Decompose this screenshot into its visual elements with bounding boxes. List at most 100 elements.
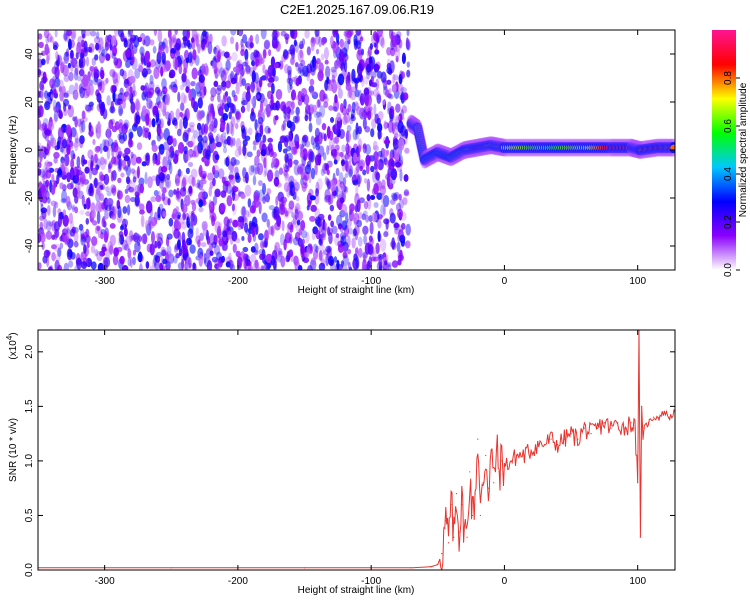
noise-speckle: [331, 69, 338, 79]
noise-speckle: [183, 94, 188, 104]
snr-data-point: [493, 482, 495, 484]
noise-speckle: [277, 140, 283, 153]
noise-speckle: [62, 228, 69, 236]
noise-speckle: [370, 34, 376, 45]
noise-speckle: [209, 120, 216, 132]
snr-data-point: [663, 411, 665, 413]
noise-speckle: [404, 135, 408, 145]
noise-speckle: [332, 150, 337, 161]
noise-speckle: [386, 262, 392, 268]
noise-speckle: [285, 36, 289, 45]
noise-speckle: [84, 30, 91, 37]
noise-speckle: [46, 220, 52, 232]
noise-speckle: [64, 51, 69, 57]
noise-speckle: [92, 220, 98, 226]
noise-speckle: [252, 175, 257, 186]
noise-speckle: [369, 90, 375, 96]
noise-speckle: [175, 253, 180, 259]
noise-speckle: [134, 199, 141, 208]
noise-speckle: [232, 137, 236, 147]
snr-x-tick-label: 100: [629, 576, 646, 587]
noise-speckle: [315, 229, 321, 240]
noise-speckle: [191, 67, 198, 80]
noise-speckle: [38, 233, 42, 244]
noise-speckle: [105, 186, 110, 193]
noise-speckle: [117, 205, 122, 219]
snr-y-tick-label: 1.5: [24, 399, 35, 413]
noise-speckle: [260, 148, 267, 157]
noise-speckle: [180, 92, 186, 105]
noise-speckle: [384, 260, 388, 266]
noise-speckle: [406, 61, 411, 68]
noise-speckle: [73, 166, 78, 177]
noise-speckle: [153, 189, 159, 197]
noise-speckle: [321, 232, 325, 239]
noise-speckle: [232, 194, 239, 202]
snr-data-point: [453, 536, 455, 538]
noise-speckle: [142, 125, 146, 138]
noise-speckle: [292, 236, 300, 246]
noise-speckle: [118, 158, 122, 171]
noise-speckle: [251, 60, 256, 67]
noise-speckle: [130, 151, 134, 159]
noise-speckle: [248, 220, 253, 228]
noise-speckle: [238, 145, 242, 156]
noise-speckle: [333, 256, 338, 263]
noise-speckle: [94, 249, 99, 257]
snr-data-point: [517, 454, 519, 457]
noise-speckle: [183, 145, 188, 155]
noise-speckle: [342, 255, 349, 266]
noise-speckle: [283, 110, 287, 120]
noise-speckle: [43, 90, 49, 99]
noise-speckle: [234, 122, 239, 130]
noise-speckle: [318, 145, 325, 158]
snr-data-point: [463, 525, 466, 527]
noise-speckle: [317, 177, 323, 190]
noise-speckle: [252, 145, 257, 151]
noise-speckle: [282, 148, 288, 154]
noise-speckle: [250, 98, 255, 105]
noise-speckle: [286, 100, 293, 108]
noise-speckle: [38, 181, 43, 188]
noise-speckle: [99, 143, 103, 154]
noise-speckle: [284, 172, 289, 179]
noise-speckle: [182, 131, 189, 143]
noise-speckle: [304, 251, 310, 258]
noise-speckle: [391, 83, 397, 93]
noise-speckle: [202, 30, 207, 37]
noise-speckle: [341, 181, 345, 192]
noise-speckle: [343, 98, 347, 109]
noise-speckle: [270, 255, 276, 266]
noise-speckle: [46, 32, 53, 43]
snr-panel: -300 -200 -100 0 100 0.0 0.5 1.0 1.5 2.0 Height o…: [5, 329, 676, 596]
noise-speckle: [206, 235, 211, 245]
noise-speckle: [318, 68, 324, 79]
noise-speckle: [186, 30, 191, 39]
snr-data-point: [498, 471, 500, 473]
noise-speckle: [150, 216, 158, 227]
noise-speckle: [381, 179, 386, 190]
noise-speckle: [40, 212, 44, 220]
noise-speckle: [129, 37, 135, 44]
noise-speckle: [151, 118, 156, 128]
noise-speckle: [287, 221, 294, 231]
noise-speckle: [315, 188, 319, 197]
noise-speckle: [240, 49, 245, 57]
noise-speckle: [123, 166, 129, 172]
noise-speckle: [277, 250, 284, 258]
noise-speckle: [247, 260, 252, 267]
noise-speckle: [352, 179, 359, 186]
noise-speckle: [336, 259, 340, 270]
noise-speckle: [271, 82, 275, 95]
noise-speckle: [324, 222, 328, 232]
noise-speckle: [241, 78, 247, 87]
noise-speckle: [144, 219, 150, 232]
noise-speckle: [97, 81, 103, 91]
noise-speckle: [111, 149, 115, 158]
noise-speckle: [279, 233, 285, 246]
noise-speckle: [161, 186, 167, 194]
snr-x-tick-label: -300: [95, 576, 115, 587]
noise-speckle: [247, 127, 253, 136]
noise-speckle: [284, 210, 289, 217]
noise-speckle: [141, 105, 147, 117]
